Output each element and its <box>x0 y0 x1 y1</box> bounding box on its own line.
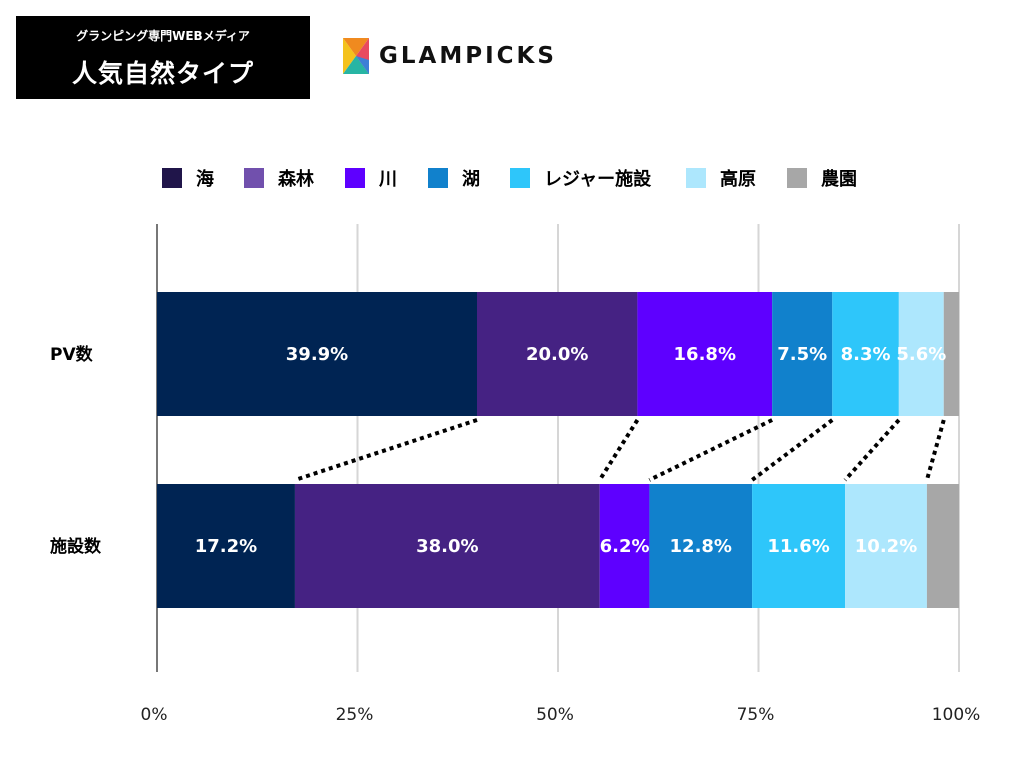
category-label: 施設数 <box>50 536 102 557</box>
x-tick-label: 50% <box>536 705 574 725</box>
legend-swatch <box>510 168 530 188</box>
legend-label: 湖 <box>462 169 480 190</box>
legend-swatch <box>244 168 264 188</box>
bar-segment <box>476 292 638 416</box>
glampicks-logo-icon <box>343 38 369 74</box>
brand-logo: GLAMPICKS <box>343 37 557 75</box>
title-subtitle: グランピング専門WEBメディア <box>76 29 250 43</box>
bar-segment <box>599 484 650 608</box>
data-label: 10.2% <box>855 536 917 557</box>
connector-line <box>648 418 774 482</box>
bar-segment <box>772 292 833 416</box>
bars <box>157 292 959 608</box>
x-tick-label: 25% <box>336 705 374 725</box>
legend-label: 川 <box>378 169 397 190</box>
legend-label: レジャー施設 <box>544 168 652 190</box>
data-label: 6.2% <box>600 536 650 557</box>
connector-line <box>843 418 901 482</box>
legend: 海 森林 川 湖 レジャー施設 高原 農園 <box>162 168 857 190</box>
bar-segment <box>649 484 753 608</box>
x-tick-label: 100% <box>932 705 981 725</box>
bar-segment <box>926 484 959 608</box>
bar-labels: 39.9% 20.0% 16.8% 7.5% 8.3% 5.6% 17.2% 38.0% 6.2… <box>195 344 947 557</box>
bar-segment <box>294 484 600 608</box>
category-label: PV数 <box>50 344 94 365</box>
bar-segment <box>157 292 477 416</box>
x-tick-label: 0% <box>141 705 168 725</box>
x-tick-labels: 0% 25% 50% 75% 100% <box>141 705 981 725</box>
bar-segment <box>943 292 959 416</box>
data-label: 12.8% <box>670 536 732 557</box>
data-label: 7.5% <box>777 344 827 365</box>
legend-swatch <box>345 168 365 188</box>
connector-line <box>924 419 946 481</box>
bar-segment <box>898 292 944 416</box>
bar-segment <box>157 484 295 608</box>
data-label: 11.6% <box>767 536 829 557</box>
legend-swatch <box>787 168 807 188</box>
data-label: 8.3% <box>841 344 891 365</box>
legend-label: 海 <box>196 168 214 190</box>
legend-label: 農園 <box>821 169 857 190</box>
data-label: 16.8% <box>674 344 736 365</box>
bar-segment <box>752 484 846 608</box>
logo-text: GLAMPICKS <box>379 43 557 69</box>
connector-line <box>294 418 478 482</box>
data-label: 5.6% <box>896 344 946 365</box>
legend-swatch <box>686 168 706 188</box>
bar-segment <box>845 484 927 608</box>
legend-swatch <box>162 168 182 188</box>
connector-line <box>750 418 834 482</box>
bar-segment <box>832 292 899 416</box>
title-box: グランピング専門WEBメディア 人気自然タイプ <box>16 16 310 99</box>
legend-label: 高原 <box>720 168 756 190</box>
connector-line <box>598 418 640 482</box>
data-label: 39.9% <box>286 344 348 365</box>
bar-segment <box>637 292 773 416</box>
legend-label: 森林 <box>278 168 314 190</box>
chart-title: 人気自然タイプ <box>71 59 254 88</box>
data-label: 17.2% <box>195 536 257 557</box>
x-tick-label: 75% <box>737 705 775 725</box>
legend-swatch <box>428 168 448 188</box>
data-label: 20.0% <box>526 344 588 365</box>
connector-lines <box>294 418 946 482</box>
data-label: 38.0% <box>416 536 478 557</box>
